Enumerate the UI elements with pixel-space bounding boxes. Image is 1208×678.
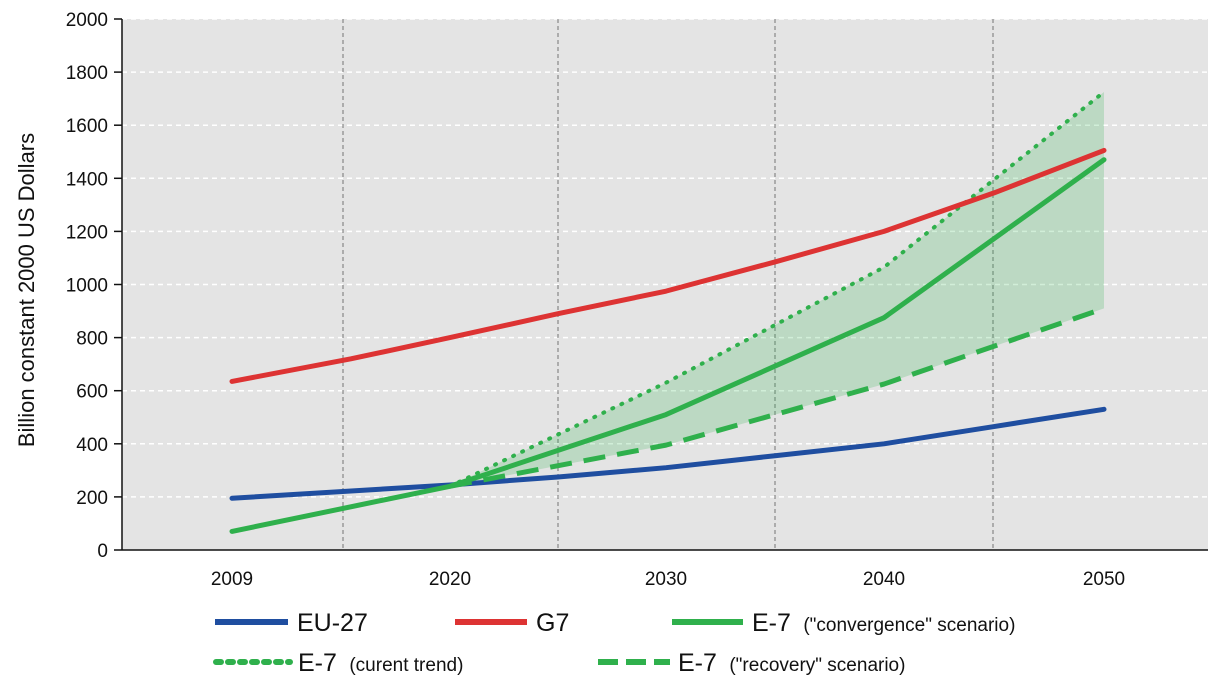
series-line-e-7-recovery-scenario [449, 306, 1105, 489]
x-tick-label-2: 2030 [645, 569, 687, 590]
y-tick-label-4: 800 [76, 329, 108, 350]
y-tick-label-6: 1200 [66, 222, 108, 243]
legend-label-eu27: EU-27 [297, 609, 368, 637]
legend-label-e7-convergence-detail: ("convergence" scenario) [803, 615, 1015, 636]
y-tick-label-8: 1600 [66, 116, 108, 137]
legend-label-e7-recovery-detail: ("recovery" scenario) [729, 655, 905, 676]
y-tick-label-9: 1800 [66, 63, 108, 84]
legend-label-e7-convergence-name: E-7 [752, 609, 791, 637]
scenario-band [450, 92, 1104, 487]
y-tick-label-2: 400 [76, 435, 108, 456]
x-tick-label-3: 2040 [863, 569, 905, 590]
plot-area: 0 200 400 600 800 1000 1200 1400 1600 1800 2000 200… [66, 10, 1208, 590]
x-tick-label-1: 2020 [429, 569, 471, 590]
y-tick-label-1: 200 [76, 488, 108, 509]
legend-label-e7-current-trend: E-7 (curent trend) [298, 649, 463, 677]
y-tick-label-10: 2000 [66, 10, 108, 31]
x-tick-label-0: 2009 [211, 569, 253, 590]
legend: EU-27 G7 E-7 ("convergence" scenario) E-… [213, 609, 1015, 677]
series-line-e-7-curent-trend [448, 90, 1106, 489]
legend-label-e7-convergence: E-7 ("convergence" scenario) [752, 609, 1015, 637]
legend-label-e7-recovery: E-7 ("recovery" scenario) [678, 649, 905, 677]
y-tick-label-0: 0 [97, 541, 108, 562]
series-line-g7 [229, 147, 1107, 384]
legend-label-e7-current-trend-name: E-7 [298, 649, 337, 677]
x-tick-label-4: 2050 [1083, 569, 1125, 590]
y-tick-label-3: 600 [76, 382, 108, 403]
series-line-e-7-convergence-scenario [229, 157, 1107, 534]
legend-label-g7: G7 [536, 609, 569, 637]
y-tick-label-5: 1000 [66, 276, 108, 297]
legend-label-e7-current-trend-detail: (curent trend) [349, 655, 463, 676]
legend-label-e7-recovery-name: E-7 [678, 649, 717, 677]
y-tick-label-7: 1400 [66, 169, 108, 190]
y-axis-label: Billion constant 2000 US Dollars [14, 133, 39, 447]
